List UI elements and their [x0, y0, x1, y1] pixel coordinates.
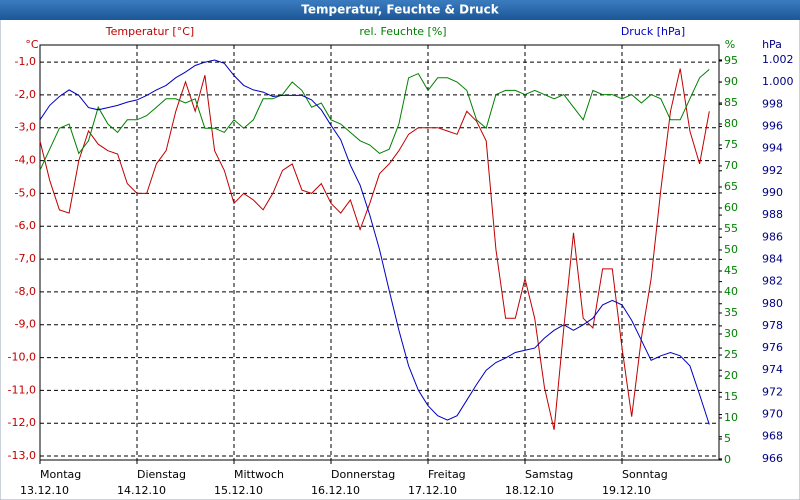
x-tick-label: Mittwoch: [234, 468, 284, 481]
y-tick-label: -3,0: [15, 121, 36, 134]
y2-tick-label: 95: [724, 54, 738, 67]
y3-tick-label: 992: [762, 164, 783, 177]
y2-tick-label: 5: [724, 432, 731, 445]
y3-tick-label: 988: [762, 208, 783, 221]
y3-tick-label: 990: [762, 186, 783, 199]
x-tick-date: 16.12.10: [311, 484, 360, 497]
y3-tick-label: 972: [762, 385, 783, 398]
x-tick-date: 18.12.10: [505, 484, 554, 497]
y2-tick-label: 90: [724, 75, 738, 88]
y3-tick-label: 1.002: [762, 53, 794, 66]
y-tick-label: -12,0: [8, 416, 36, 429]
y2-tick-label: 30: [724, 327, 738, 340]
y-tick-label: -10,0: [8, 351, 36, 364]
y-tick-label: -5,0: [15, 186, 36, 199]
x-tick-label: Dienstag: [137, 468, 186, 481]
series-line: [39, 68, 710, 430]
y2-tick-label: 45: [724, 264, 738, 277]
y2-tick-label: 70: [724, 159, 738, 172]
y2-tick-label: 75: [724, 138, 738, 151]
y3-tick-label: 980: [762, 297, 783, 310]
y2-tick-label: 65: [724, 180, 738, 193]
x-tick-date: 15.12.10: [214, 484, 263, 497]
x-tick-label: Samstag: [525, 468, 573, 481]
x-tick-label: Sonntag: [622, 468, 668, 481]
y3-tick-label: 994: [762, 142, 783, 155]
y2-tick-label: 50: [724, 243, 738, 256]
y-tick-label: -4,0: [15, 154, 36, 167]
y2-tick-label: 35: [724, 306, 738, 319]
x-tick-date: 17.12.10: [408, 484, 457, 497]
y2-tick-label: 10: [724, 411, 738, 424]
y-tick-label: -1,0: [15, 55, 36, 68]
chart-title: Temperatur, Feuchte & Druck: [301, 3, 499, 17]
y-tick-label: -6,0: [15, 219, 36, 232]
y3-tick-label: 1.000: [762, 75, 794, 88]
x-tick-label: Freitag: [428, 468, 466, 481]
y-unit: °C: [25, 38, 39, 51]
y2-tick-label: 40: [724, 285, 738, 298]
x-tick-date: 14.12.10: [117, 484, 166, 497]
legend-entry: Druck [hPa]: [621, 25, 685, 38]
y3-tick-label: 978: [762, 319, 783, 332]
y2-tick-label: 15: [724, 390, 738, 403]
y2-tick-label: 55: [724, 222, 738, 235]
x-tick-date: 19.12.10: [602, 484, 651, 497]
y-tick-label: -13,0: [8, 449, 36, 462]
y3-tick-label: 968: [762, 430, 783, 443]
y2-tick-label: 85: [724, 96, 738, 109]
y3-tick-label: 998: [762, 97, 783, 110]
y-tick-label: -9,0: [15, 318, 36, 331]
y2-tick-label: 60: [724, 201, 738, 214]
x-tick-label: Donnerstag: [331, 468, 395, 481]
y3-tick-label: 996: [762, 119, 783, 132]
x-tick-label: Montag: [40, 468, 81, 481]
plot-area: [39, 44, 720, 461]
y-tick-label: -7,0: [15, 252, 36, 265]
series-line: [39, 59, 710, 425]
y-tick-label: -8,0: [15, 285, 36, 298]
y2-tick-label: 80: [724, 117, 738, 130]
y3-tick-label: 982: [762, 275, 783, 288]
title-bar: [0, 0, 800, 20]
legend-entry: rel. Feuchte [%]: [359, 25, 446, 38]
y3-tick-label: 970: [762, 408, 783, 421]
y-tick-label: -11,0: [8, 383, 36, 396]
y3-tick-label: 974: [762, 363, 783, 376]
y3-tick-label: 976: [762, 341, 783, 354]
y2-tick-label: 20: [724, 369, 738, 382]
y3-tick-label: 986: [762, 230, 783, 243]
y3-tick-label: 966: [762, 452, 783, 465]
y3-unit: hPa: [762, 38, 782, 51]
y2-tick-label: 0: [724, 453, 731, 466]
series-line: [39, 69, 710, 171]
y3-tick-label: 984: [762, 252, 783, 265]
y2-unit: %: [725, 38, 735, 51]
y2-tick-label: 25: [724, 348, 738, 361]
x-tick-date: 13.12.10: [20, 484, 69, 497]
legend-entry: Temperatur [°C]: [105, 25, 194, 38]
y-tick-label: -2,0: [15, 88, 36, 101]
